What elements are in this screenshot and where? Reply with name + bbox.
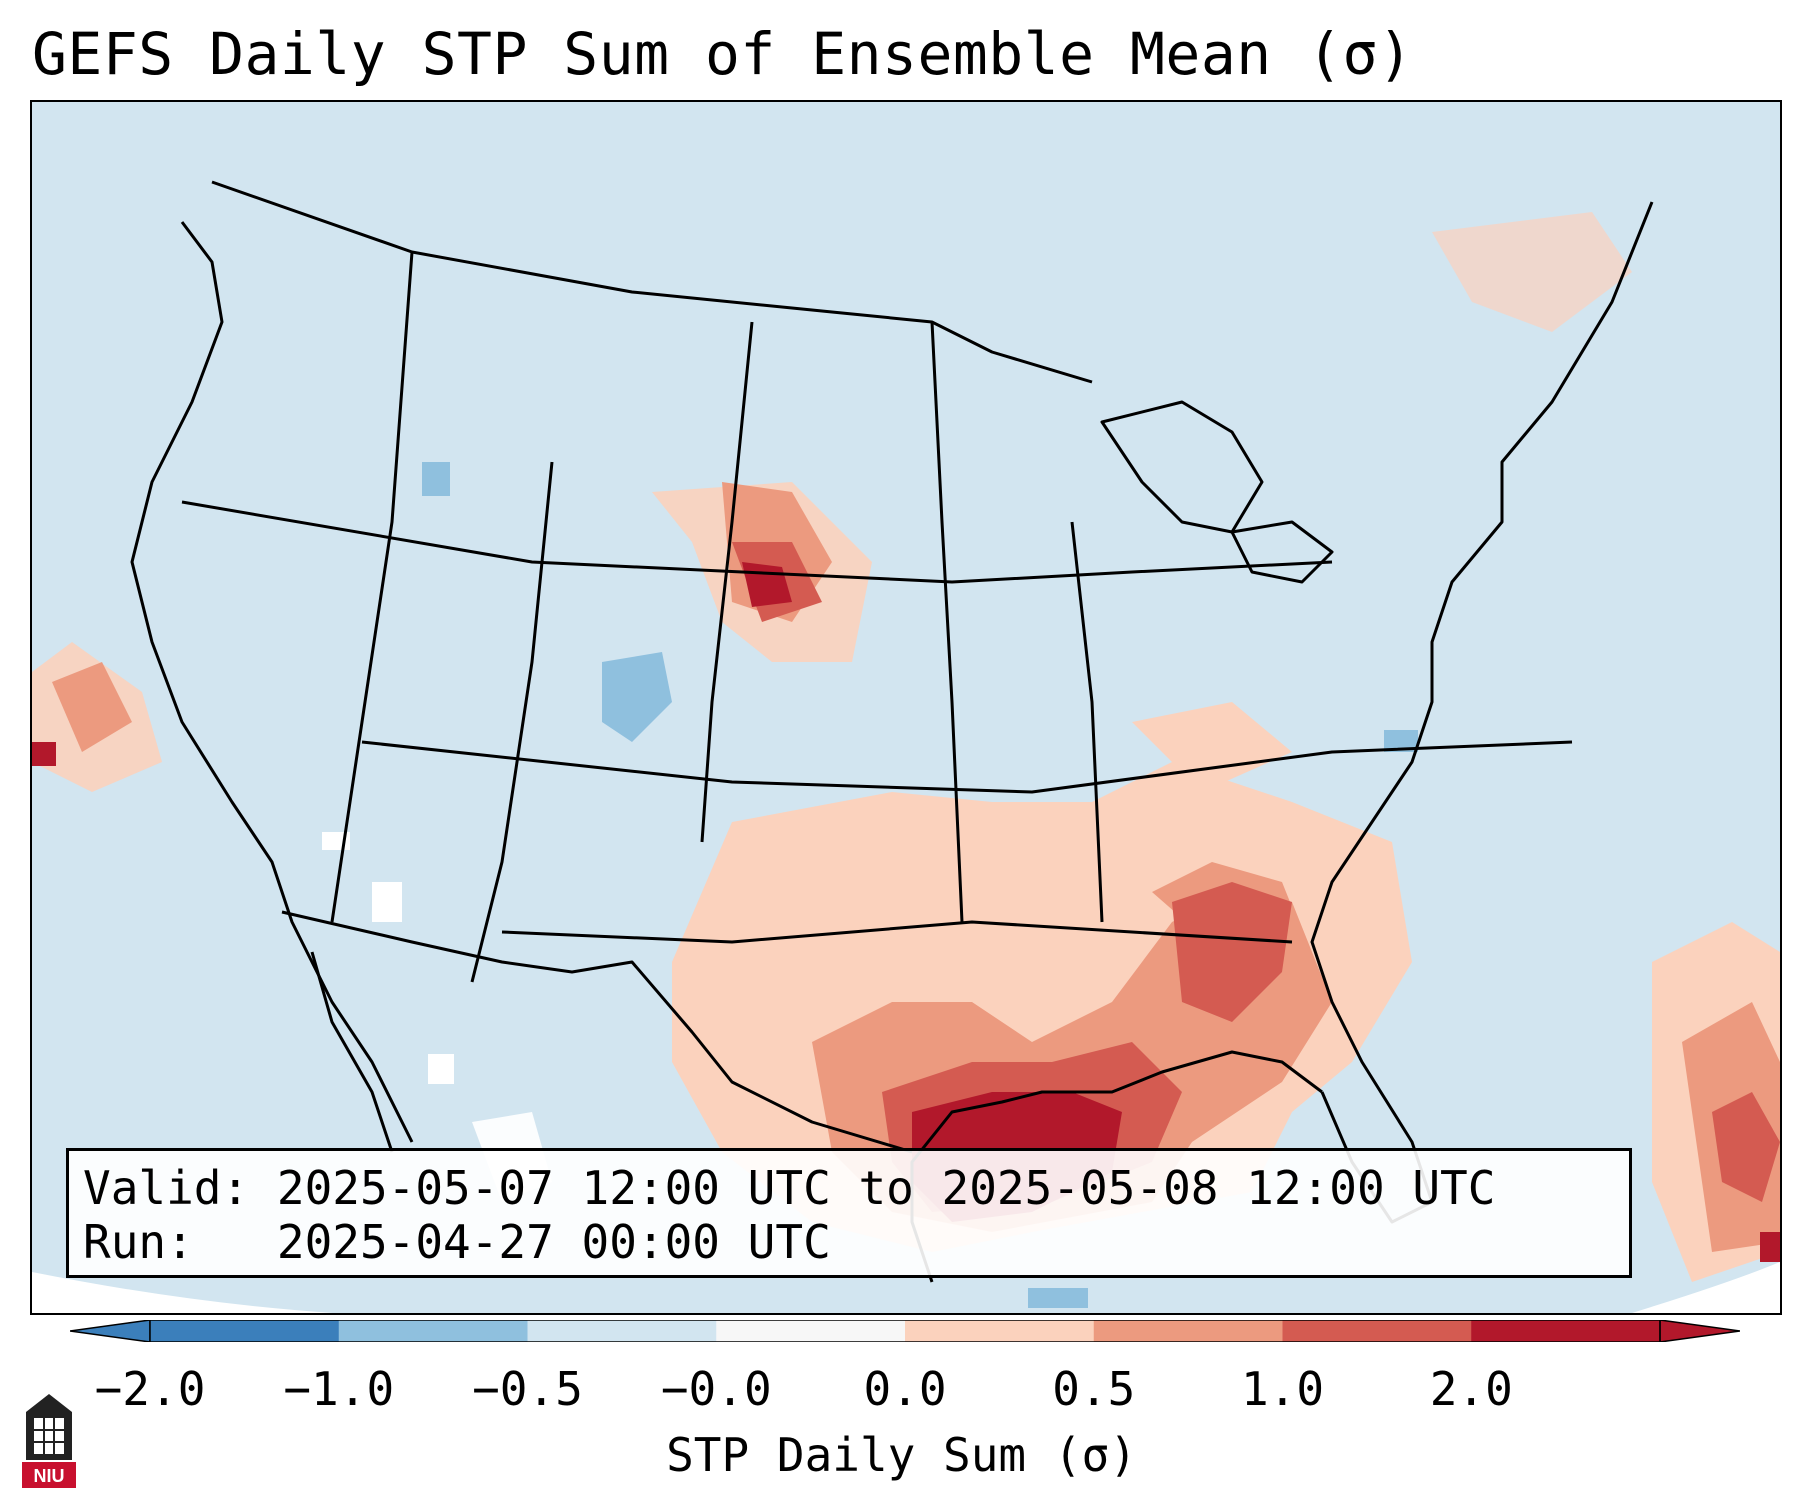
run-line: Run: 2025-04-27 00:00 UTC <box>83 1215 1615 1269</box>
colorbar-segments <box>150 1320 1661 1342</box>
niu-logo-icon: NIU <box>22 1394 76 1488</box>
valid-label: Valid: <box>83 1161 250 1215</box>
colorbar-segment <box>150 1320 340 1342</box>
colorbar-extend-low <box>70 1320 151 1342</box>
colorbar-segment <box>1471 1320 1661 1342</box>
colorbar-segment <box>338 1320 528 1342</box>
chart-title: GEFS Daily STP Sum of Ensemble Mean (σ) <box>32 20 1414 88</box>
logo-text: NIU <box>34 1466 65 1486</box>
colorbar-segment <box>905 1320 1095 1342</box>
colorbar-tick-label: −1.0 <box>283 1362 395 1416</box>
colorbar-tick-label: −2.0 <box>94 1362 206 1416</box>
valid-line: Valid: 2025-05-07 12:00 UTC to 2025-05-0… <box>83 1161 1615 1215</box>
conus-map <box>32 102 1780 1313</box>
map-panel <box>30 100 1782 1315</box>
colorbar-tick-label: 2.0 <box>1429 1362 1513 1416</box>
colorbar-tick-label: 0.5 <box>1052 1362 1136 1416</box>
run-label: Run: <box>83 1215 194 1269</box>
run-value: 2025-04-27 00:00 UTC <box>276 1215 831 1269</box>
valid-run-box: Valid: 2025-05-07 12:00 UTC to 2025-05-0… <box>66 1148 1632 1278</box>
colorbar-tick-label: −0.0 <box>660 1362 772 1416</box>
colorbar-extend-high <box>1659 1320 1740 1342</box>
colorbar-label: STP Daily Sum (σ) <box>666 1428 1137 1482</box>
colorbar-segment <box>1282 1320 1472 1342</box>
colorbar-segment <box>716 1320 906 1342</box>
colorbar-tick-label: −0.5 <box>472 1362 583 1416</box>
valid-value: 2025-05-07 12:00 UTC to 2025-05-08 12:00… <box>276 1161 1496 1215</box>
colorbar-tick-label: 0.0 <box>863 1362 947 1416</box>
colorbar-tick-label: 1.0 <box>1240 1362 1325 1416</box>
colorbar <box>70 1320 1740 1342</box>
colorbar-segment <box>527 1320 717 1342</box>
colorbar-segment <box>1093 1320 1283 1342</box>
